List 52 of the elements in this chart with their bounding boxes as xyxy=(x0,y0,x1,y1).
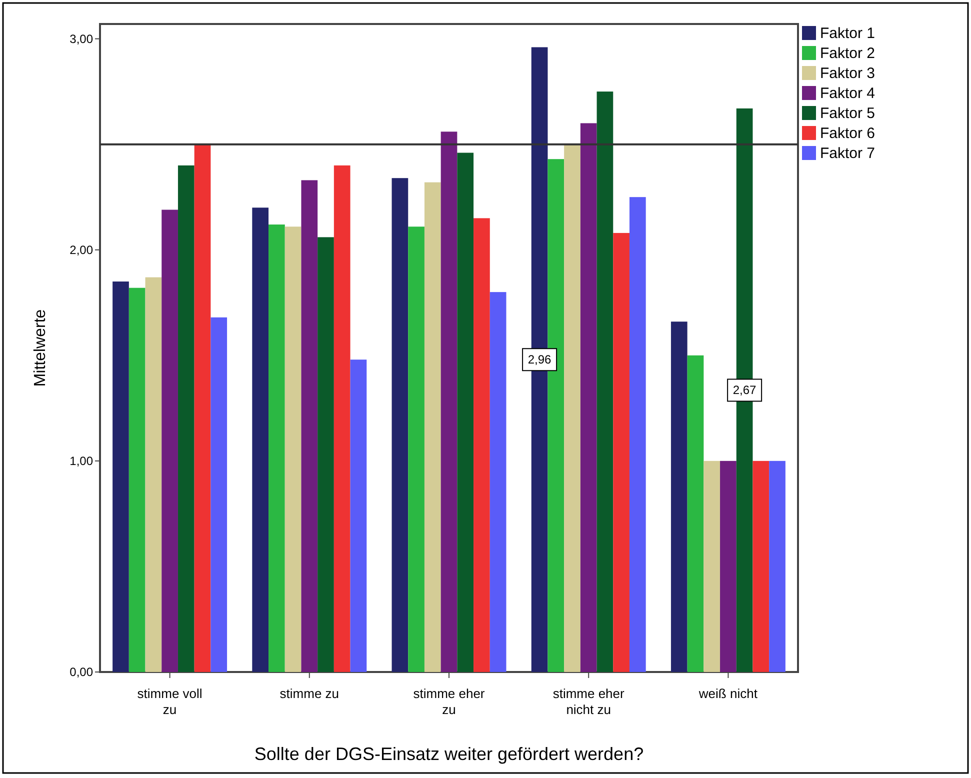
bar xyxy=(112,282,129,672)
bar xyxy=(268,224,285,672)
bar xyxy=(580,123,597,672)
legend-label: Faktor 3 xyxy=(820,65,876,82)
legend-label: Faktor 2 xyxy=(820,45,876,62)
bar xyxy=(720,460,736,672)
y-tick-label: 0,00 xyxy=(70,665,94,679)
bar xyxy=(769,460,786,672)
bar xyxy=(178,165,194,672)
x-tick-label: stimme eher zu xyxy=(413,686,486,717)
x-tick-label: stimme voll zu xyxy=(137,686,202,717)
bar xyxy=(564,144,580,672)
data-label: 2,96 xyxy=(528,352,552,367)
bar xyxy=(210,317,228,672)
bar xyxy=(752,460,770,672)
bar xyxy=(704,460,720,672)
bar xyxy=(334,165,350,672)
bar xyxy=(629,197,646,672)
bar xyxy=(392,178,408,672)
bar xyxy=(301,180,318,672)
bar xyxy=(284,226,302,672)
bar xyxy=(687,355,704,672)
legend-label: Faktor 5 xyxy=(820,105,876,122)
bar xyxy=(162,210,178,672)
bar xyxy=(145,277,162,672)
x-tick-label: weiß nicht xyxy=(698,686,758,701)
bar xyxy=(440,132,458,672)
bar xyxy=(128,288,146,672)
y-tick-label: 2,00 xyxy=(70,242,94,257)
x-tick-label: stimme zu xyxy=(280,686,340,701)
bar xyxy=(424,182,441,672)
y-tick-label: 1,00 xyxy=(70,454,94,468)
bar xyxy=(194,144,211,672)
bar xyxy=(490,292,506,672)
data-label: 2,67 xyxy=(732,383,757,398)
legend-label: Faktor 1 xyxy=(820,25,876,42)
bar xyxy=(350,360,367,672)
bar xyxy=(670,322,688,672)
bar xyxy=(457,152,474,672)
legend-label: Faktor 6 xyxy=(820,125,876,142)
bar xyxy=(474,218,490,672)
bar xyxy=(318,237,334,672)
bar xyxy=(596,92,614,672)
bar xyxy=(408,226,424,672)
x-tick-label: stimme eher nicht zu xyxy=(552,686,626,717)
y-axis-title: Mittelwerte xyxy=(32,309,49,387)
bar xyxy=(252,208,269,672)
legend-label: Faktor 4 xyxy=(820,85,876,102)
legend-label: Faktor 7 xyxy=(820,145,876,162)
y-tick-label: 3,00 xyxy=(70,32,94,46)
x-axis-title: Sollte der DGS-Einsatz weiter gefördert werden? xyxy=(254,744,644,764)
bar xyxy=(613,232,630,672)
